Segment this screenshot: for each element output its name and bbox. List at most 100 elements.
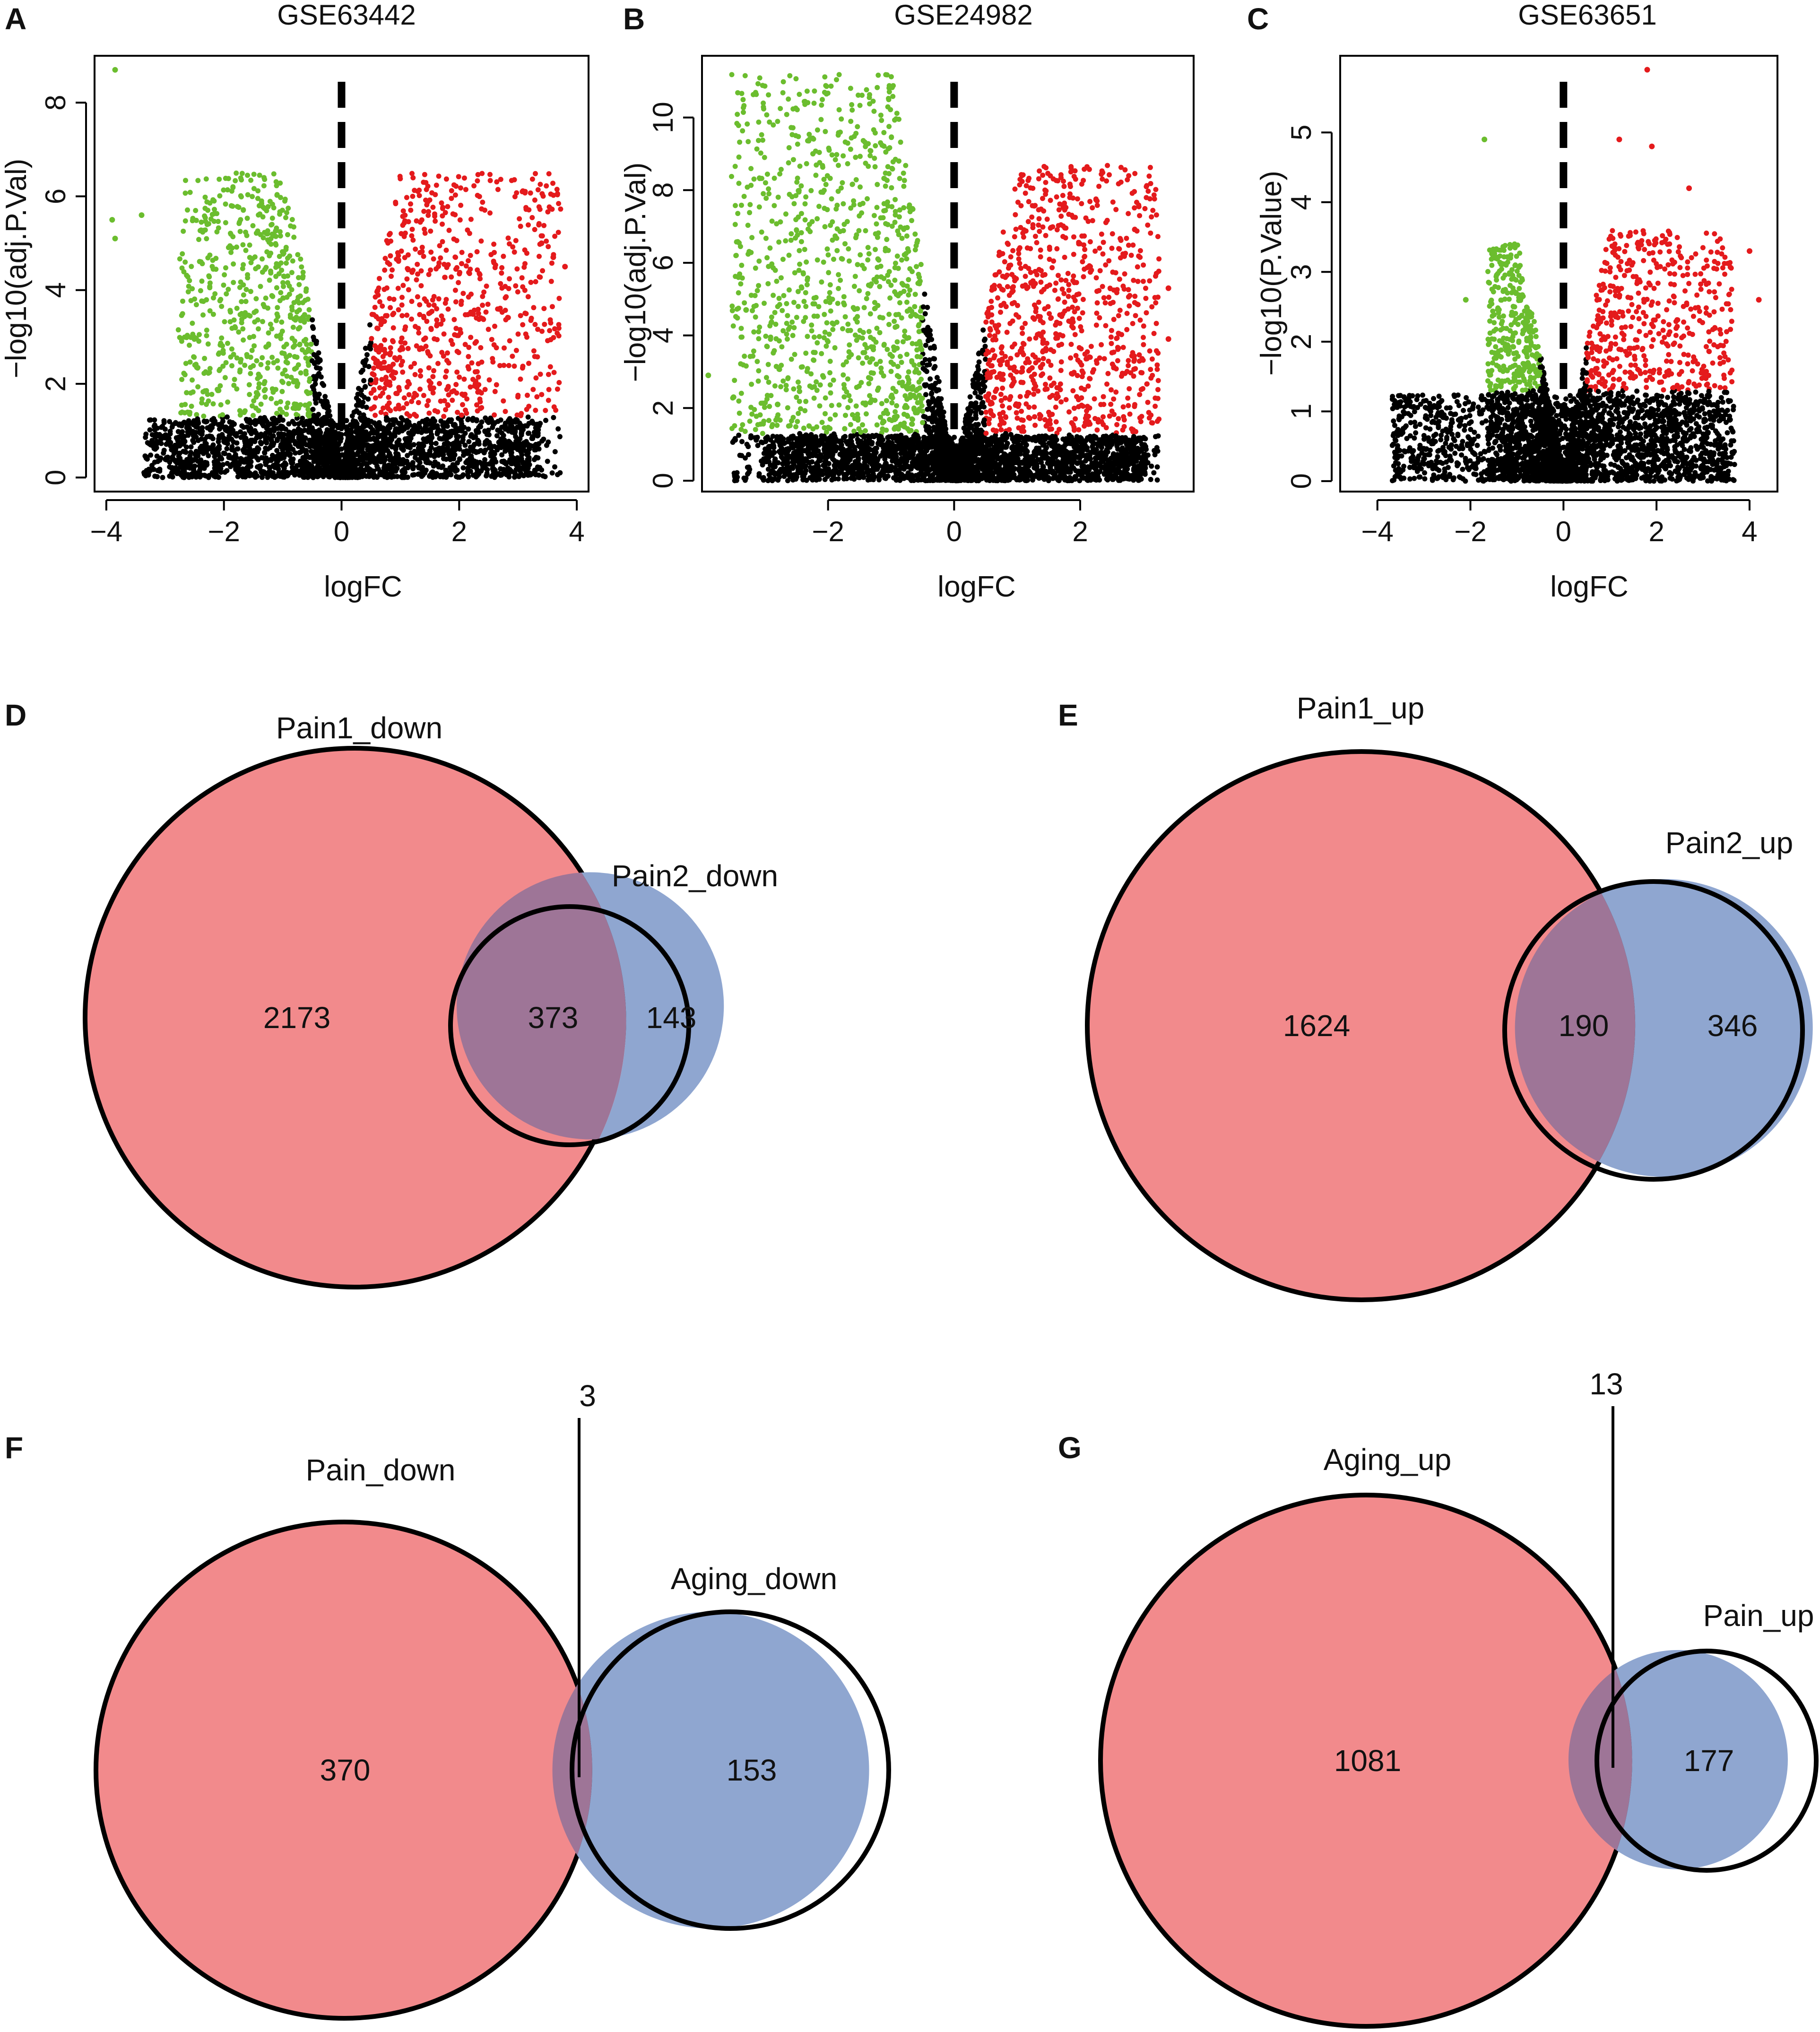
scatter-point	[503, 448, 508, 454]
scatter-point	[525, 392, 530, 398]
scatter-point	[503, 308, 508, 313]
scatter-point	[425, 349, 431, 355]
scatter-point	[481, 289, 487, 295]
scatter-point	[210, 258, 216, 263]
scatter-point	[288, 223, 294, 229]
scatter-point	[305, 296, 311, 302]
y-tick-label: 8	[40, 95, 71, 110]
scatter-point	[321, 441, 326, 447]
scatter-point	[431, 368, 436, 373]
y-axis-label-a: −log10(adj.P.Val)	[0, 159, 33, 379]
scatter-point	[532, 447, 537, 453]
scatter-point	[388, 350, 393, 355]
scatter-point	[416, 193, 422, 199]
scatter-point	[827, 370, 832, 376]
scatter-point	[243, 248, 249, 253]
scatter-point	[167, 428, 173, 434]
scatter-point	[234, 170, 239, 176]
scatter-point	[268, 321, 273, 327]
scatter-point	[420, 418, 425, 424]
scatter-point	[989, 305, 994, 310]
scatter-point	[796, 411, 801, 416]
scatter-point	[371, 355, 376, 361]
scatter-point	[439, 465, 444, 470]
scatter-point	[310, 317, 315, 323]
scatter-point	[416, 330, 422, 336]
scatter-point	[296, 282, 302, 287]
scatter-point	[510, 354, 515, 359]
scatter-point	[1151, 192, 1157, 198]
scatter-point	[537, 372, 543, 377]
scatter-point	[260, 269, 265, 275]
scatter-point	[443, 475, 449, 480]
scatter-point	[225, 340, 230, 346]
scatter-point	[416, 471, 422, 477]
scatter-point	[273, 228, 278, 234]
scatter-point	[241, 282, 246, 288]
scatter-point	[429, 309, 435, 314]
plot-frame	[94, 55, 589, 493]
scatter-point	[1127, 293, 1133, 298]
scatter-point	[493, 262, 498, 268]
scatter-point	[840, 180, 845, 186]
scatter-point	[311, 438, 316, 444]
scatter-point	[464, 396, 470, 402]
scatter-point	[224, 446, 230, 451]
scatter-point	[297, 325, 303, 330]
scatter-point	[190, 320, 195, 326]
scatter-point	[511, 249, 517, 255]
scatter-point	[392, 417, 398, 423]
scatter-point	[990, 347, 996, 353]
scatter-point	[1058, 172, 1064, 178]
scatter-point	[967, 394, 973, 400]
scatter-point	[476, 439, 482, 444]
scatter-point	[279, 424, 285, 429]
scatter-point	[419, 244, 425, 250]
scatter-point	[841, 153, 846, 159]
scatter-point	[217, 176, 222, 182]
scatter-point	[377, 385, 382, 390]
scatter-point	[204, 199, 210, 205]
scatter-point	[483, 309, 489, 315]
scatter-point	[541, 223, 547, 228]
scatter-point	[546, 398, 551, 403]
scatter-point	[853, 177, 859, 182]
scatter-point	[321, 449, 327, 455]
scatter-point	[1096, 183, 1102, 189]
scatter-point	[1058, 277, 1064, 283]
scatter-point	[163, 432, 168, 438]
scatter-point	[488, 446, 494, 451]
scatter-point	[369, 336, 374, 341]
scatter-point	[401, 233, 407, 239]
scatter-point	[403, 424, 408, 429]
scatter-point	[362, 395, 367, 400]
scatter-point	[514, 266, 520, 272]
scatter-point	[187, 411, 192, 417]
scatter-point	[263, 417, 269, 423]
scatter-point	[817, 403, 823, 409]
scatter-point	[241, 292, 246, 298]
scatter-point	[400, 447, 406, 453]
scatter-point	[415, 261, 420, 267]
scatter-point	[546, 204, 552, 210]
scatter-point	[443, 176, 449, 182]
scatter-point	[393, 406, 399, 412]
scatter-point	[522, 261, 528, 267]
scatter-point	[338, 438, 343, 444]
scatter-point	[195, 365, 201, 371]
scatter-point	[781, 293, 787, 298]
scatter-point	[384, 378, 390, 384]
scatter-point	[751, 176, 757, 182]
scatter-point	[401, 460, 406, 466]
scatter-point	[841, 201, 846, 207]
scatter-point	[349, 413, 355, 419]
scatter-point	[1126, 211, 1131, 216]
scatter-point	[247, 461, 253, 467]
scatter-point	[182, 190, 188, 196]
scatter-point	[382, 268, 388, 273]
scatter-point	[244, 424, 250, 430]
scatter-point	[392, 461, 398, 467]
scatter-point	[382, 463, 388, 468]
scatter-point-outlier	[538, 240, 545, 246]
